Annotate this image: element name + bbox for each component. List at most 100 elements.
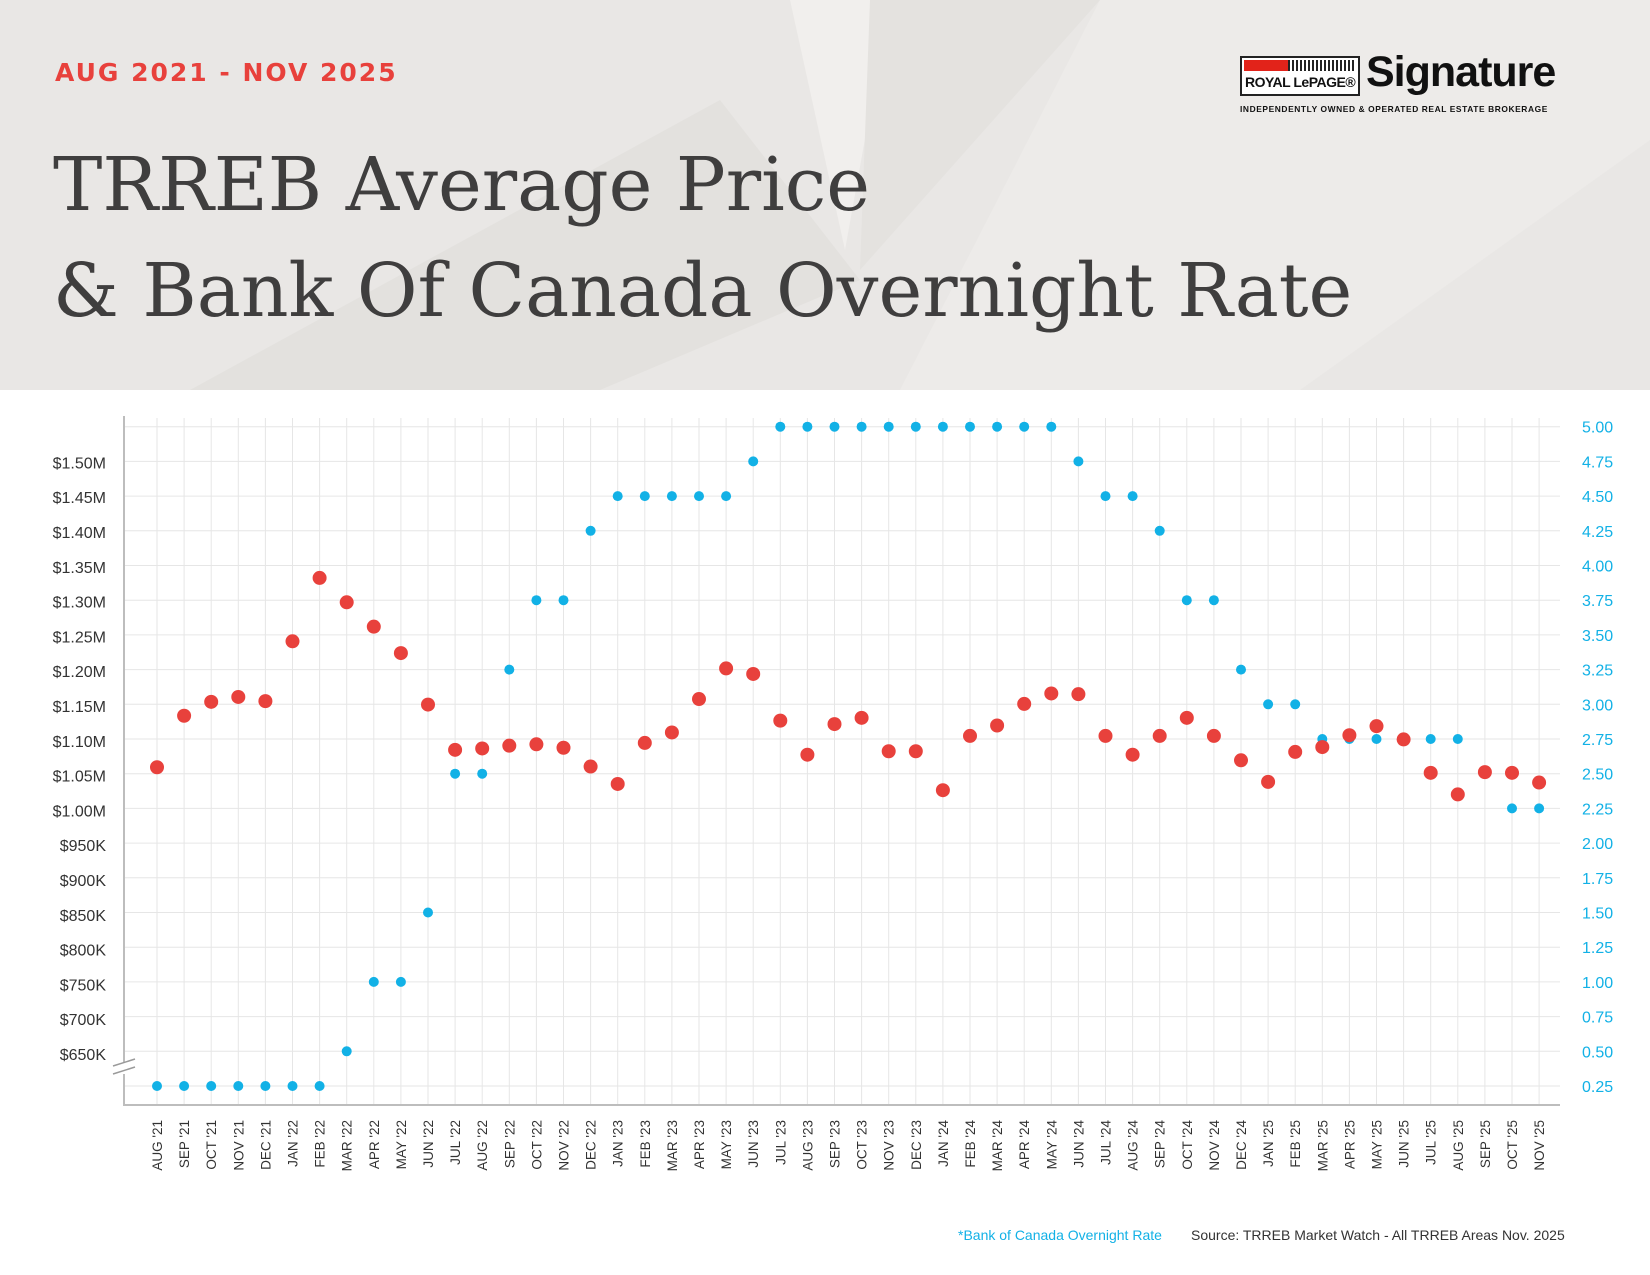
price-point <box>1342 728 1357 743</box>
rate-point <box>1290 699 1301 710</box>
price-point <box>339 595 354 610</box>
rate-point <box>1263 699 1274 710</box>
rate-point <box>1425 734 1436 744</box>
price-point <box>881 744 896 759</box>
left-axis-tick-label: $1.15M <box>53 699 106 716</box>
price-point <box>366 619 381 634</box>
rate-point <box>883 421 894 432</box>
rate-point <box>152 1081 162 1091</box>
x-axis-tick-label: AUG '24 <box>1126 1120 1141 1171</box>
header: AUG 2021 - NOV 2025 TRREB Average Price … <box>0 0 1650 390</box>
x-axis-tick-label: MAY '25 <box>1370 1120 1385 1169</box>
right-axis-tick-labels: 0.25 0.50 0.75 1.00 1.25 1.50 1.75 2.00 2.25 2.50… <box>1582 420 1613 1096</box>
right-axis-tick-label: 0.75 <box>1582 1010 1613 1027</box>
title-line-2: & Bank Of Canada Overnight Rate <box>53 248 1353 334</box>
price-point <box>1125 747 1140 762</box>
x-axis-tick-label: JAN '22 <box>286 1120 301 1167</box>
right-axis-tick-label: 1.00 <box>1582 975 1613 992</box>
left-axis-tick-label: $1.25M <box>53 629 106 646</box>
right-axis-tick-label: 3.00 <box>1582 697 1613 714</box>
x-axis-tick-label: DEC '24 <box>1234 1120 1249 1170</box>
right-axis-tick-label: 5.00 <box>1582 420 1613 437</box>
price-point <box>664 725 679 740</box>
price-point <box>231 689 246 704</box>
x-axis-tick-label: NOV '23 <box>882 1120 897 1171</box>
price-point <box>773 713 788 728</box>
x-axis-tick-label: FEB '24 <box>963 1120 978 1168</box>
right-axis-tick-label: 2.75 <box>1582 732 1613 749</box>
price-point <box>421 697 435 712</box>
rate-point <box>395 976 406 987</box>
price-point <box>475 741 490 756</box>
x-axis-tick-label: JUN '24 <box>1071 1120 1086 1168</box>
price-point <box>1152 728 1167 743</box>
rate-point <box>721 491 732 502</box>
rate-point <box>775 421 786 432</box>
rate-point <box>423 907 433 918</box>
right-axis-tick-label: 4.25 <box>1582 524 1613 541</box>
price-point <box>719 661 734 676</box>
logo-tagline: INDEPENDENTLY OWNED & OPERATED REAL ESTA… <box>1240 104 1548 114</box>
rate-point <box>748 456 759 467</box>
x-axis-tick-label: JAN '25 <box>1261 1120 1276 1167</box>
price-point <box>258 694 273 709</box>
rate-point <box>694 491 704 502</box>
rate-point <box>666 491 677 502</box>
source-note: Source: TRREB Market Watch - All TRREB A… <box>1191 1227 1565 1243</box>
left-axis-tick-label: $1.00M <box>53 803 106 820</box>
price-point <box>827 717 842 732</box>
price-point <box>150 760 164 775</box>
rate-point <box>585 525 596 536</box>
left-axis-tick-label: $650K <box>60 1047 107 1064</box>
rate-point <box>368 976 379 987</box>
rate-point <box>1073 456 1084 467</box>
price-point <box>1179 710 1194 725</box>
x-axis-tick-label: DEC '21 <box>258 1120 273 1170</box>
x-axis-tick-label: OCT '23 <box>855 1120 870 1170</box>
left-axis-tick-label: $1.20M <box>53 664 106 681</box>
rate-point <box>1208 595 1219 606</box>
x-axis-tick-label: SEP '23 <box>828 1120 843 1168</box>
x-axis-tick-label: MAR '23 <box>665 1120 680 1171</box>
left-axis-tick-labels: $650K $700K $750K $800K $850K $900K $950K $1.00… <box>53 455 107 1064</box>
rate-point <box>1019 421 1030 432</box>
x-axis-tick-label: MAR '22 <box>340 1120 355 1171</box>
price-point <box>1505 765 1519 780</box>
left-axis-tick-label: $1.05M <box>53 769 106 786</box>
rate-point <box>1046 421 1057 432</box>
rate-point <box>937 421 948 432</box>
chart-grid <box>124 418 1560 1105</box>
x-axis-tick-label: DEC '22 <box>584 1120 599 1170</box>
rate-point <box>450 768 461 779</box>
left-axis-tick-label: $750K <box>60 977 107 994</box>
x-axis-tick-label: AUG '21 <box>150 1120 165 1171</box>
x-axis-tick-label: MAY '23 <box>719 1120 734 1169</box>
page-title: TRREB Average Price & Bank Of Canada Ove… <box>53 132 1352 344</box>
x-axis-tick-label: JUN '25 <box>1397 1120 1412 1168</box>
rate-footnote: *Bank of Canada Overnight Rate <box>958 1227 1162 1243</box>
price-point <box>692 692 706 707</box>
x-axis-tick-labels: AUG '21 SEP '21 OCT '21 NOV '21 DEC '21 JAN '… <box>150 1120 1547 1172</box>
price-point <box>963 728 977 743</box>
rate-point <box>1154 525 1165 536</box>
header-background-shapes <box>190 0 1650 390</box>
right-axis-tick-label: 2.25 <box>1582 801 1613 818</box>
right-axis-tick-label: 0.25 <box>1582 1079 1613 1096</box>
x-axis-tick-label: NOV '25 <box>1532 1120 1547 1171</box>
x-axis-tick-label: JUL '22 <box>448 1120 463 1165</box>
x-axis-tick-label: SEP '25 <box>1478 1120 1493 1168</box>
x-axis-tick-label: NOV '21 <box>231 1120 246 1171</box>
rate-point <box>639 491 650 502</box>
price-point <box>1315 740 1330 755</box>
price-point <box>1206 728 1221 743</box>
rate-point <box>531 595 542 606</box>
right-axis-tick-label: 4.00 <box>1582 559 1613 576</box>
x-axis-tick-label: JAN '24 <box>936 1120 951 1167</box>
rate-point <box>341 1046 352 1057</box>
x-axis-tick-label: MAR '24 <box>990 1120 1005 1172</box>
price-point <box>177 708 192 723</box>
left-axis-tick-label: $950K <box>60 838 107 855</box>
rate-point <box>1452 734 1463 744</box>
rate-point <box>1181 595 1192 606</box>
rate-point <box>910 421 921 432</box>
